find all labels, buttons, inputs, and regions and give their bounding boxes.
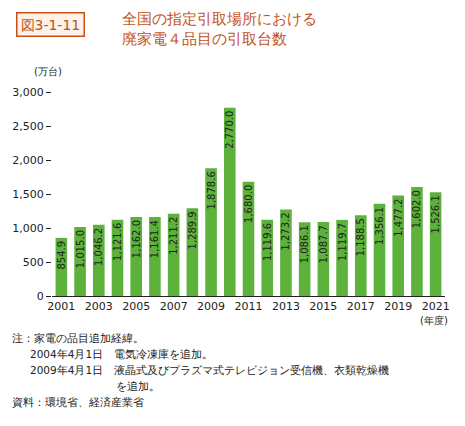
svg-text:2009: 2009 <box>197 300 225 313</box>
svg-text:1,046.2: 1,046.2 <box>93 228 104 266</box>
svg-text:2004年4月1日 電気冷凍庫を追加。: 2004年4月1日 電気冷凍庫を追加。 <box>30 348 213 360</box>
svg-text:資料：環境省、経済産業省: 資料：環境省、経済産業省 <box>12 396 144 408</box>
svg-text:2003: 2003 <box>85 300 113 313</box>
svg-text:1,162.0: 1,162.0 <box>131 220 142 258</box>
svg-text:2007: 2007 <box>160 300 188 313</box>
svg-text:2,500: 2,500 <box>12 120 44 133</box>
svg-text:1,119.6: 1,119.6 <box>262 223 273 261</box>
svg-text:2017: 2017 <box>347 300 375 313</box>
svg-text:1,289.9: 1,289.9 <box>187 211 198 249</box>
svg-text:(万台): (万台) <box>34 66 62 77</box>
svg-text:2015: 2015 <box>309 300 337 313</box>
svg-text:1,878.6: 1,878.6 <box>206 171 217 209</box>
svg-text:3,000: 3,000 <box>12 86 44 99</box>
svg-text:1,015.0: 1,015.0 <box>75 230 86 268</box>
svg-text:500: 500 <box>23 256 44 269</box>
svg-text:2009年4月1日 液晶式及びプラズマ式テレビジョン受信機、: 2009年4月1日 液晶式及びプラズマ式テレビジョン受信機、衣類乾燥機 <box>30 364 389 376</box>
svg-text:(年度): (年度) <box>420 315 448 326</box>
svg-text:図3-1-11: 図3-1-11 <box>21 17 81 33</box>
svg-text:2021: 2021 <box>422 300 450 313</box>
svg-text:2013: 2013 <box>272 300 300 313</box>
svg-text:1,119.7: 1,119.7 <box>337 223 348 261</box>
svg-text:1,000: 1,000 <box>12 222 44 235</box>
svg-text:0: 0 <box>37 290 44 303</box>
svg-text:全国の指定引取場所における廃家電４品目の引取台数: 全国の指定引取場所における廃家電４品目の引取台数 <box>122 10 317 48</box>
svg-text:2001: 2001 <box>47 300 75 313</box>
svg-text:1,500: 1,500 <box>12 188 44 201</box>
svg-text:854.9: 854.9 <box>56 241 67 270</box>
svg-text:2019: 2019 <box>384 300 412 313</box>
svg-text:1,477.2: 1,477.2 <box>393 199 404 237</box>
svg-text:1,356.1: 1,356.1 <box>374 207 385 245</box>
svg-text:注：家電の品目追加経緯。: 注：家電の品目追加経緯。 <box>12 332 144 344</box>
svg-text:1,273.2: 1,273.2 <box>280 212 291 250</box>
svg-text:を追加。: を追加。 <box>116 380 160 392</box>
svg-text:1,602.0: 1,602.0 <box>411 190 422 228</box>
svg-text:1,526.1: 1,526.1 <box>430 195 441 233</box>
svg-text:1,121.6: 1,121.6 <box>112 223 123 261</box>
svg-text:2,770.0: 2,770.0 <box>224 111 235 149</box>
svg-text:1,086.1: 1,086.1 <box>299 225 310 263</box>
svg-text:2011: 2011 <box>235 300 263 313</box>
svg-text:1,680.0: 1,680.0 <box>243 185 254 223</box>
svg-text:2005: 2005 <box>122 300 150 313</box>
svg-text:1,161.4: 1,161.4 <box>149 220 160 258</box>
svg-text:1,087.7: 1,087.7 <box>318 225 329 263</box>
svg-text:1,188.5: 1,188.5 <box>355 218 366 256</box>
svg-text:2,000: 2,000 <box>12 154 44 167</box>
svg-text:1,211.2: 1,211.2 <box>168 217 179 255</box>
